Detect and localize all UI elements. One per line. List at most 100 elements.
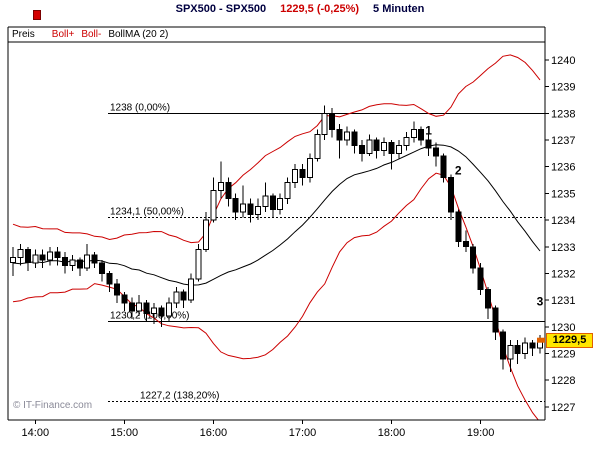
x-axis-label: 14:00 — [22, 427, 50, 439]
annotation-number: 1 — [425, 124, 432, 138]
bollinger-upper-line — [12, 54, 541, 244]
candle — [203, 212, 209, 253]
candle — [499, 329, 506, 370]
candle — [188, 273, 195, 303]
title-bar: SPX500 - SPX500 1229,5 (-0,25%) 5 Minuten — [0, 3, 600, 15]
candle — [247, 198, 254, 223]
x-axis-label: 15:00 — [111, 427, 139, 439]
candle — [447, 174, 454, 221]
candle — [344, 126, 350, 146]
candle — [113, 278, 120, 303]
candle — [165, 297, 172, 322]
candle — [470, 244, 477, 274]
candle — [492, 305, 499, 341]
annotation-number: 3 — [537, 295, 544, 309]
x-axis-label: 19:00 — [467, 427, 495, 439]
y-axis-label: 1232 — [551, 268, 575, 280]
candle — [225, 177, 232, 207]
candle — [396, 140, 402, 159]
candle — [277, 193, 284, 215]
candle — [358, 140, 365, 162]
fib-level-label: 1227,2 (138,20%) — [140, 391, 220, 402]
legend-bollma[interactable]: BollMA (20 2) — [108, 29, 169, 40]
candle — [455, 209, 462, 247]
candle — [537, 334, 543, 354]
last-price-tag: 1229,5 — [546, 333, 593, 348]
candle — [232, 193, 239, 221]
candle — [128, 297, 135, 319]
candle — [173, 286, 180, 309]
y-axis-label: 1238 — [551, 108, 575, 120]
fib-level-label: 1238 (0,00%) — [110, 102, 170, 113]
candle — [373, 137, 380, 159]
y-axis-label: 1228 — [551, 375, 575, 387]
candle — [262, 182, 269, 212]
watermark: © IT-Finance.com — [13, 400, 93, 411]
y-axis-label: 1240 — [551, 55, 575, 67]
candle — [76, 257, 83, 277]
candle — [329, 107, 336, 138]
candle — [84, 244, 91, 271]
candle — [240, 185, 247, 218]
candle — [136, 294, 143, 317]
candle — [158, 305, 165, 327]
candle — [336, 124, 343, 159]
candle — [151, 302, 157, 325]
candle — [306, 153, 313, 183]
candle — [284, 177, 291, 204]
candle — [403, 132, 410, 151]
candle — [143, 300, 150, 322]
candle — [180, 289, 187, 309]
candle — [529, 340, 536, 357]
title-quote: 1229,5 (-0,25%) — [280, 3, 360, 15]
candle — [299, 164, 306, 186]
annotation-number: 2 — [455, 164, 462, 178]
y-axis-label: 1235 — [551, 188, 575, 200]
last-price-tick — [537, 337, 545, 343]
candle — [477, 262, 484, 295]
candle — [507, 340, 514, 373]
candle — [522, 337, 529, 359]
candle — [106, 270, 113, 293]
candle — [292, 164, 299, 188]
y-axis-label: 1230 — [551, 322, 575, 334]
candle — [351, 129, 358, 154]
red-marker-icon — [33, 10, 41, 20]
candle — [39, 249, 46, 269]
candle — [485, 286, 491, 319]
candle — [99, 260, 106, 282]
indicator-legend: Preis Boll+ Boll- BollMA (20 2) — [12, 29, 168, 40]
candle — [195, 244, 202, 282]
candle — [381, 137, 388, 156]
candle — [62, 252, 68, 274]
title-symbol: SPX500 - SPX500 — [175, 3, 267, 15]
candle — [217, 161, 224, 199]
y-axis-label: 1233 — [551, 242, 575, 254]
y-axis-label: 1237 — [551, 135, 575, 147]
candle — [433, 142, 440, 167]
candle — [121, 292, 128, 311]
bollinger-lower-line — [12, 172, 539, 420]
candle — [47, 246, 54, 266]
candle — [254, 198, 261, 221]
candle — [410, 121, 417, 143]
candle — [91, 252, 98, 269]
bollma-line — [12, 144, 541, 286]
candle — [388, 140, 395, 170]
candle — [366, 134, 373, 156]
legend-boll-minus[interactable]: Boll- — [81, 29, 102, 40]
candle — [425, 134, 432, 156]
y-axis-label: 1231 — [551, 295, 575, 307]
candle — [54, 246, 61, 266]
candle — [32, 249, 39, 269]
candle — [321, 105, 328, 140]
candle — [462, 230, 469, 253]
legend-boll-plus[interactable]: Boll+ — [51, 29, 75, 40]
candle — [418, 126, 425, 146]
y-axis-label: 1234 — [551, 215, 575, 227]
legend-price-label[interactable]: Preis — [12, 29, 35, 40]
y-axis-label: 1239 — [551, 82, 575, 94]
fib-level-label: 1234,1 (50,00%) — [110, 206, 184, 217]
candle — [10, 246, 16, 277]
